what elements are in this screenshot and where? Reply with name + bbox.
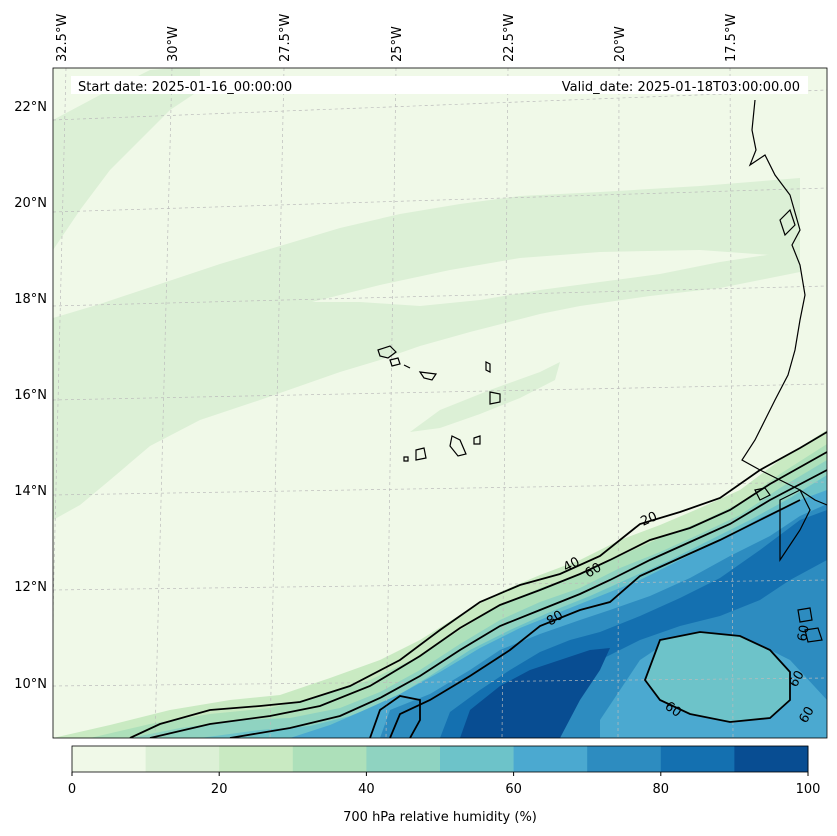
lon-label-4: 25°W [390, 26, 405, 62]
contour-label-60-c: 60 [786, 668, 807, 690]
boa-vista [489, 391, 501, 405]
santa-luzia [403, 364, 411, 369]
rh-dry-pocket [645, 632, 790, 722]
bijagos-islet-1 [797, 607, 813, 623]
contour-label-80: 80 [544, 608, 566, 629]
colorbar-segment-1 [145, 746, 220, 772]
fogo [415, 447, 427, 461]
contour-label-60-a: 60 [583, 560, 605, 581]
colorbar-ticks: 0 20 40 60 80 100 [68, 772, 821, 797]
lon-label-7: 17.5°W [724, 14, 739, 62]
lon-label-3: 27.5°W [278, 14, 293, 62]
coast-islet [754, 487, 771, 501]
cape-verde-islands [377, 345, 501, 462]
rh-band-10-20-tongue [410, 362, 560, 432]
colorbar-segment-5 [440, 746, 515, 772]
sao-nicolau [418, 371, 438, 381]
maio [473, 435, 481, 445]
colorbar-tick-40: 40 [358, 782, 375, 797]
lon-label-1: 32.5°W [55, 14, 70, 62]
sao-vicente [389, 357, 401, 367]
contour-60 [229, 469, 827, 738]
colorbar-segment-8 [660, 746, 735, 772]
rh-band-70-80 [380, 504, 827, 738]
graticule [53, 68, 827, 738]
colorbar-segment-4 [366, 746, 441, 772]
colorbar-segment-0 [72, 746, 147, 772]
valid-date-label: Valid_date: 2025-01-18T03:00:00.00 [562, 80, 800, 95]
contour-20 [129, 431, 827, 738]
lon-label-2: 30°W [166, 26, 181, 62]
lat-label-2: 20°N [14, 196, 47, 211]
contour-60-pocket [643, 631, 791, 723]
lat-labels: 22°N 20°N 18°N 16°N 14°N 12°N 10°N [14, 100, 47, 692]
colorbar-label: 700 hPa relative humidity (%) [343, 810, 537, 825]
colorbar-tick-20: 20 [211, 782, 228, 797]
colorbar-frame [71, 745, 809, 773]
colorbar-segment-3 [292, 746, 367, 772]
santiago [449, 435, 467, 457]
colorbar-tick-80: 80 [653, 782, 670, 797]
colorbar-segment-6 [513, 746, 588, 772]
coastline [741, 99, 827, 643]
header-band [71, 76, 808, 94]
colorbar-segment-9 [734, 746, 809, 772]
canary-islet [779, 208, 796, 237]
humidity-field [53, 68, 827, 738]
rh-band-10-20-east [53, 178, 800, 520]
colorbar-tick-60: 60 [505, 782, 522, 797]
contours [129, 431, 827, 738]
rh-band-90-100 [460, 648, 610, 738]
santo-antao [377, 345, 397, 359]
lon-label-6: 20°W [613, 26, 628, 62]
sal [485, 361, 491, 373]
contour-80 [389, 499, 801, 738]
lat-label-6: 12°N [14, 580, 47, 595]
lat-label-1: 22°N [14, 100, 47, 115]
colorbar-segment-2 [219, 746, 294, 772]
rh-band-10-20-northwest [53, 68, 200, 250]
colorbar-tick-0: 0 [68, 782, 76, 797]
lon-label-5: 22.5°W [502, 14, 517, 62]
brava [403, 456, 409, 462]
map-frame [52, 67, 828, 739]
lat-label-3: 18°N [14, 292, 47, 307]
colorbar-tick-100: 100 [796, 782, 821, 797]
contour-60-south [369, 695, 421, 738]
bijagos-islet-2 [804, 627, 823, 643]
lat-label-4: 16°N [14, 388, 47, 403]
contour-label-60-e: 60 [795, 624, 813, 643]
lon-labels: 32.5°W 30°W 27.5°W 25°W 22.5°W 20°W 17.5… [55, 14, 739, 62]
colorbar-segment-7 [587, 746, 662, 772]
contour-labels: 20 40 60 80 60 60 60 60 [544, 509, 818, 726]
contour-label-20: 20 [639, 509, 660, 529]
contour-40 [149, 451, 827, 738]
lat-label-5: 14°N [14, 484, 47, 499]
contour-label-40: 40 [561, 555, 583, 576]
start-date-label: Start date: 2025-01-16_00:00:00 [78, 80, 292, 95]
guinea-coast [779, 489, 811, 562]
colorbar [71, 745, 809, 773]
rh-band-10-20-central [53, 250, 800, 520]
africa-coast [741, 99, 827, 506]
contour-label-60-d: 60 [796, 704, 817, 726]
lat-label-7: 10°N [14, 677, 47, 692]
